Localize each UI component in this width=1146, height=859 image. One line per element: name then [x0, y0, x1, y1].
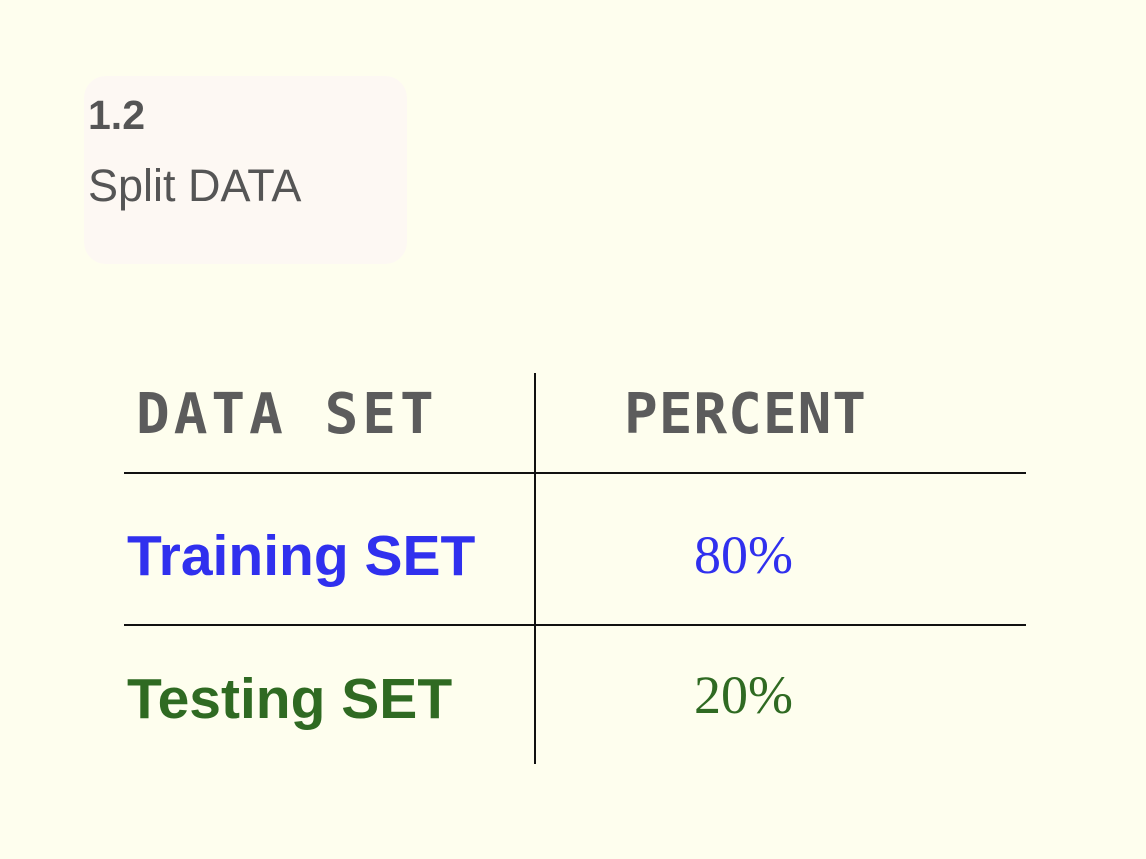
- header-row-divider: [124, 472, 1026, 474]
- section-title: Split DATA: [88, 160, 302, 211]
- testing-set-label: Testing SET: [127, 667, 453, 731]
- testing-set-percent: 20%: [694, 665, 793, 725]
- header-data-set: DATA SET: [136, 382, 438, 447]
- header-percent: PERCENT: [624, 382, 868, 447]
- row-divider: [124, 624, 1026, 626]
- data-split-table: DATA SET PERCENT Training SET 80% Testin…: [124, 373, 1026, 764]
- training-set-percent: 80%: [694, 525, 793, 585]
- section-card: 1.2 Split DATA: [84, 76, 407, 264]
- section-number: 1.2: [88, 92, 145, 138]
- column-divider: [534, 373, 536, 764]
- training-set-label: Training SET: [127, 524, 476, 588]
